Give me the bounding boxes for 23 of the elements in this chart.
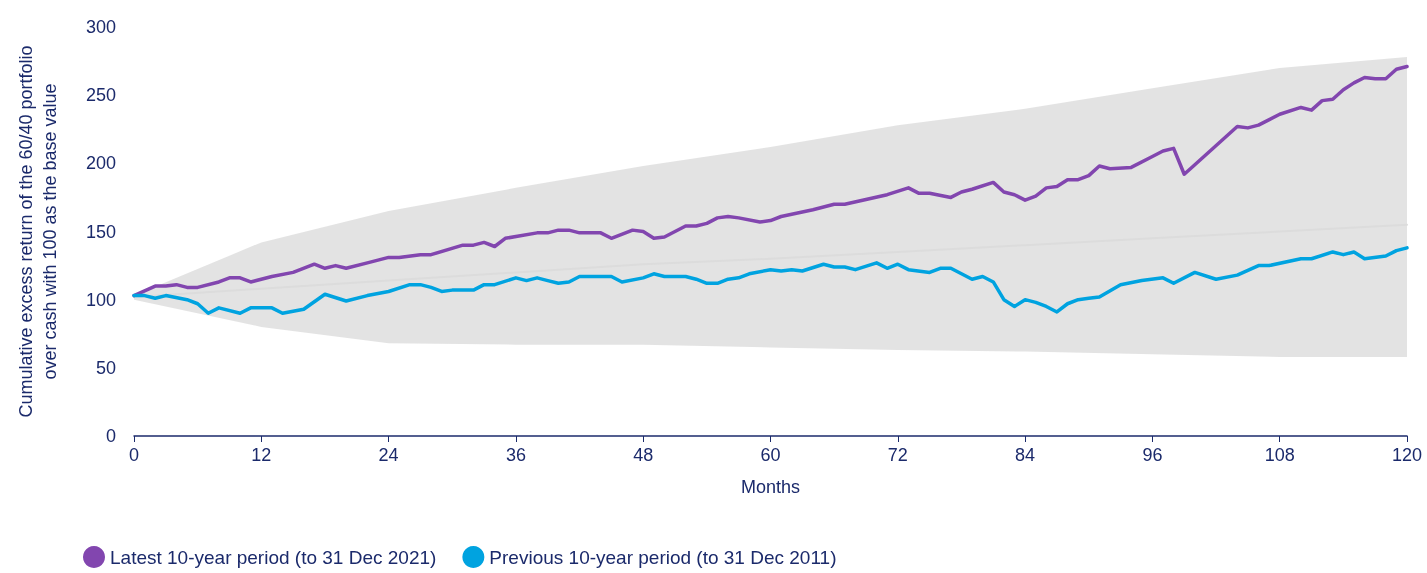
x-tick-label: 48 xyxy=(633,445,654,465)
x-tick-label: 72 xyxy=(887,445,908,465)
y-axis-title: Cumulative excess return of the 60/40 portfolio over cash with 100 as the base value xyxy=(16,45,60,418)
x-tick-label: 108 xyxy=(1264,445,1295,465)
x-tick-label: 84 xyxy=(1015,445,1036,465)
x-axis-title: Months xyxy=(740,477,801,497)
y-tick-label: 50 xyxy=(95,357,116,378)
x-tick-label: 120 xyxy=(1391,445,1423,465)
x-tick-label: 36 xyxy=(505,445,526,465)
legend-label: Previous 10-year period (to 31 Dec 2011) xyxy=(489,546,837,568)
line-series xyxy=(132,246,1409,316)
x-tick-label: 12 xyxy=(251,445,272,465)
y-tick-label: 250 xyxy=(85,85,116,106)
x-tick-label: 96 xyxy=(1142,445,1163,465)
y-tick-label: 150 xyxy=(85,221,116,242)
x-tick-label: 24 xyxy=(378,445,399,465)
x-tick-label: 0 xyxy=(128,445,140,465)
y-tick-label: 100 xyxy=(85,289,116,310)
x-tick-label: 60 xyxy=(760,445,781,465)
y-tick-label: 300 xyxy=(85,17,116,37)
y-tick-label: 200 xyxy=(85,153,116,174)
y-tick-label: 0 xyxy=(105,426,116,446)
legend-label: Latest 10-year period (to 31 Dec 2021) xyxy=(110,546,437,568)
